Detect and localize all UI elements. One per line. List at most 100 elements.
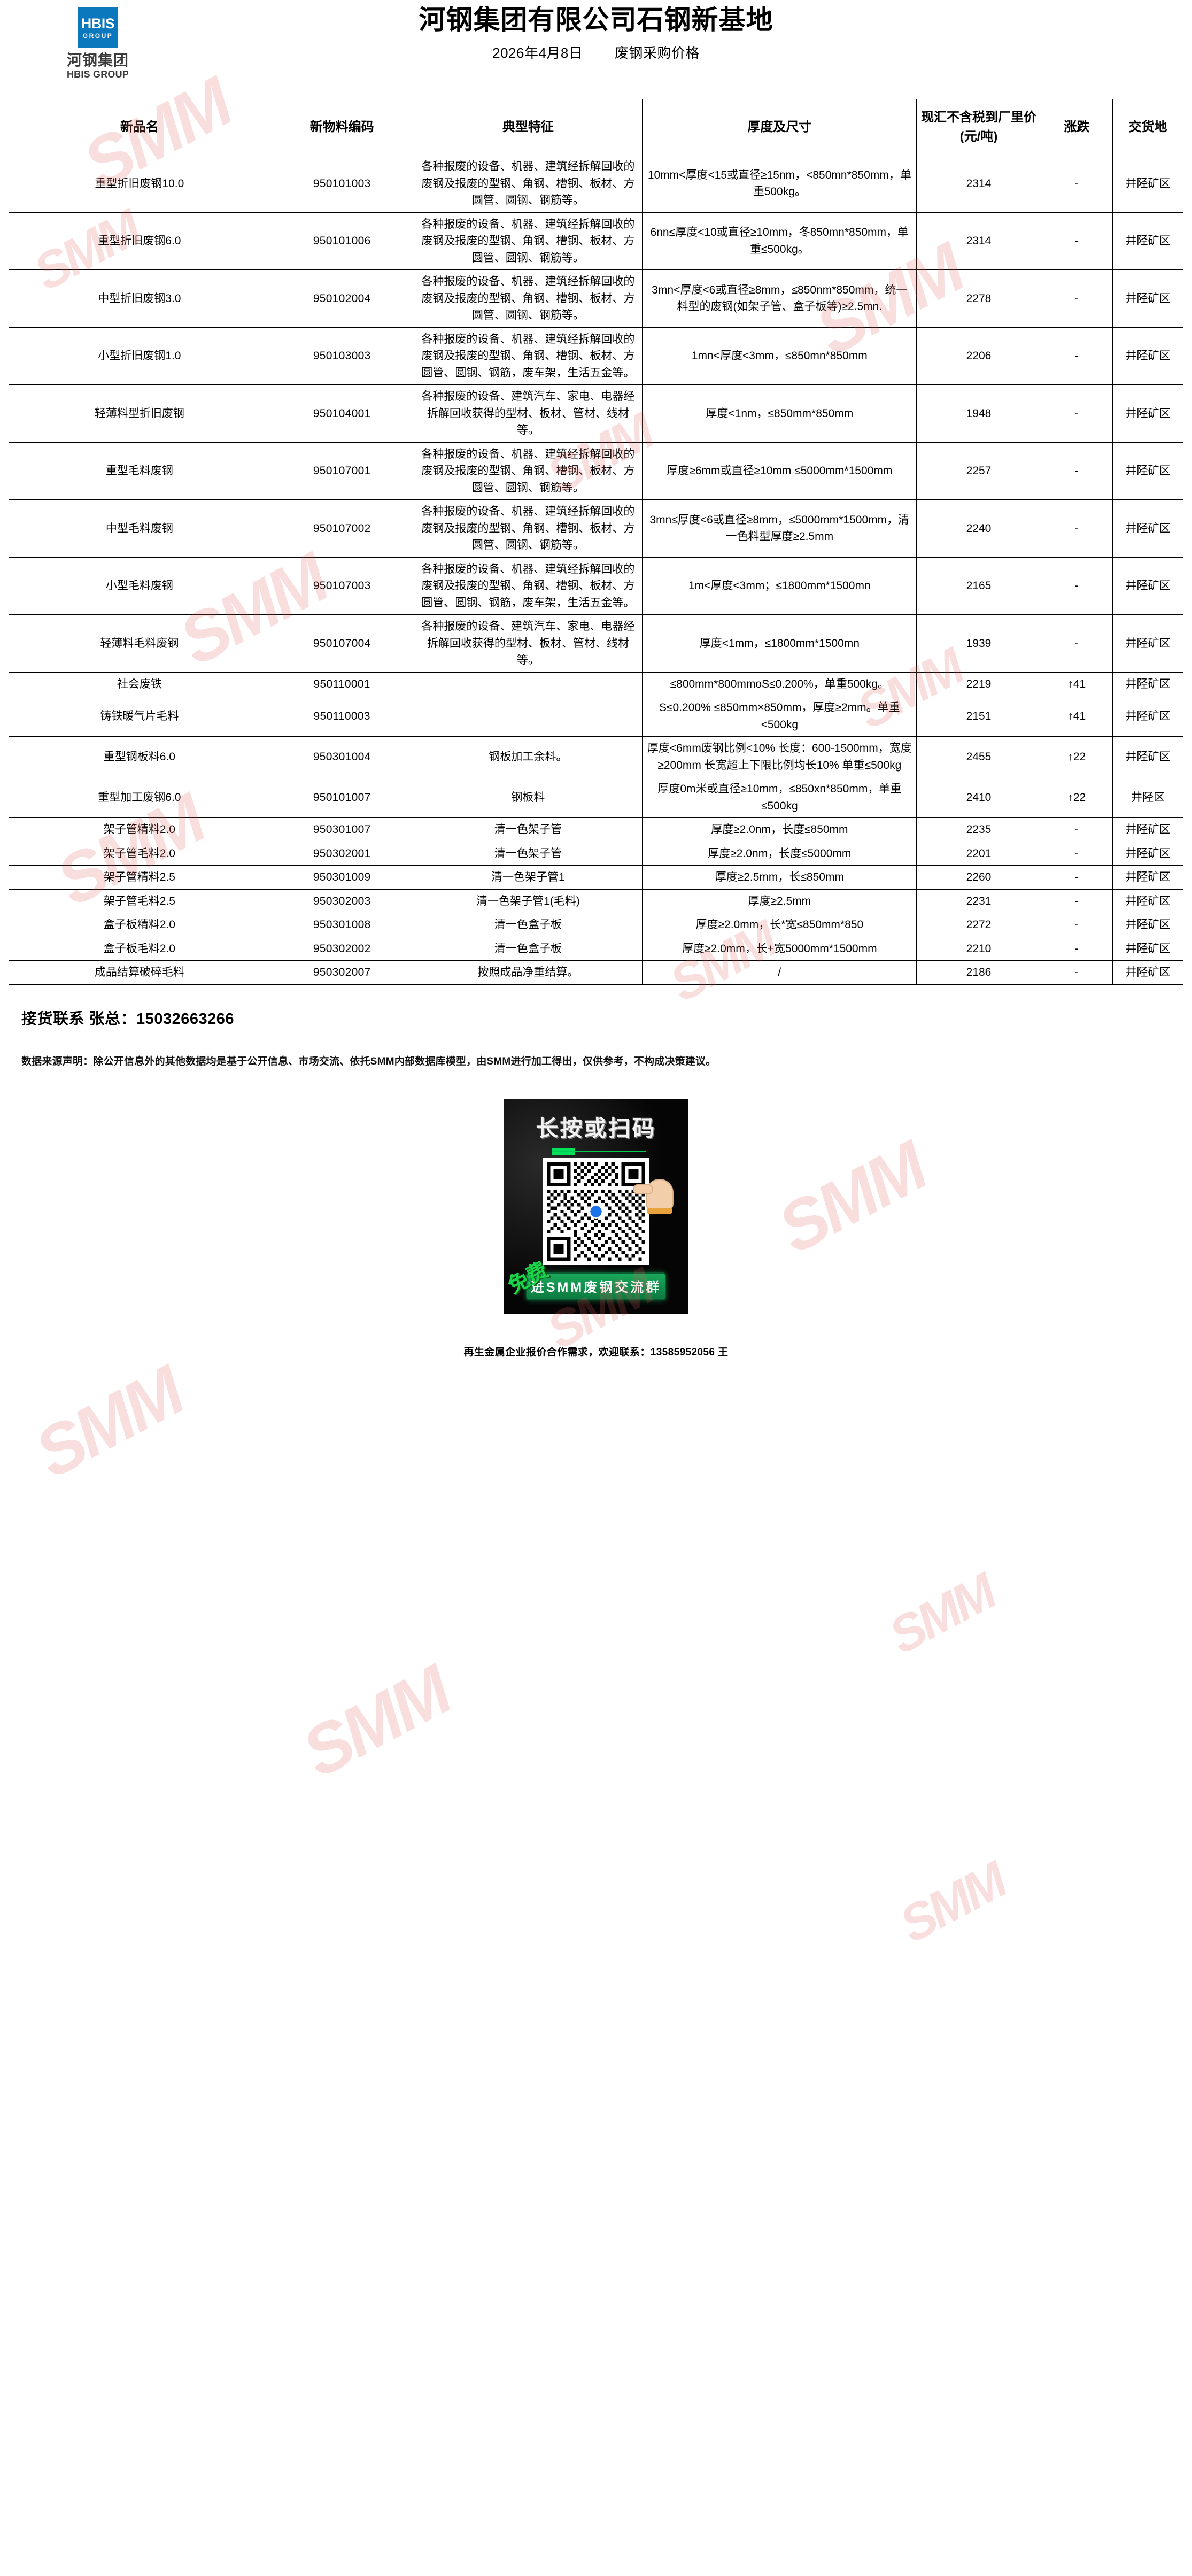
cell-change: - <box>1040 817 1113 842</box>
cell-price: 2231 <box>916 889 1041 913</box>
cell-change: ↑41 <box>1040 696 1113 737</box>
cell-feature: 清一色架子管1(毛料) <box>413 889 643 913</box>
cell-product-name: 小型毛料废钢 <box>9 557 270 615</box>
cell-material-code: 950302001 <box>269 841 414 866</box>
cell-change: ↑22 <box>1040 777 1113 818</box>
cell-feature: 各种报废的设备、建筑汽车、家电、电器经拆解回收获得的型材、板材、管材、线材等。 <box>413 614 643 673</box>
cell-change: - <box>1040 960 1113 985</box>
cell-location: 井陉矿区 <box>1112 614 1184 673</box>
qr-card[interactable]: 长按或扫码 <box>504 1098 688 1314</box>
price-table-wrap: 新品名 新物料编码 典型特征 厚度及尺寸 现汇不含税到厂里价(元/吨) 涨跌 交… <box>0 64 1192 1954</box>
cell-feature: 各种报废的设备、建筑汽车、家电、电器经拆解回收获得的型材、板材、管材、线材等。 <box>413 384 643 443</box>
table-row: 铸铁暖气片毛料 950110003 S≤0.200% ≤850mm×850mm，厚度… <box>9 696 1184 737</box>
cell-location: 井陉矿区 <box>1112 736 1184 777</box>
col-header-spec: 厚度及尺寸 <box>642 99 917 155</box>
cell-product-name: 重型加工废钢6.0 <box>9 777 270 818</box>
cell-price: 2206 <box>916 327 1041 385</box>
cell-material-code: 950101007 <box>269 777 414 818</box>
cell-spec: 厚度0m米或直径≥10mm，≤850xn*850mm，单重≤500kg <box>642 777 917 818</box>
cell-change: - <box>1040 212 1113 270</box>
watermark-smm-12: SMM <box>880 1563 1003 1665</box>
cell-material-code: 950302002 <box>269 936 414 961</box>
cell-spec: 1m<厚度<3mm；≤1800mm*1500mn <box>642 557 917 615</box>
table-row: 小型毛料废钢 950107003 各种报废的设备、机器、建筑经拆解回收的废钢及报废的… <box>9 557 1184 615</box>
qr-code-holder[interactable] <box>543 1158 649 1265</box>
table-row: 轻薄料毛料废钢 950107004 各种报废的设备、建筑汽车、家电、电器经拆解回收获… <box>9 614 1184 673</box>
price-table-body: 重型折旧废钢10.0 950101003 各种报废的设备、机器、建筑经拆解回收的废钢… <box>9 155 1184 985</box>
cell-spec: S≤0.200% ≤850mm×850mm，厚度≥2mm。单重<500kg <box>642 696 917 737</box>
cell-feature: 钢板加工余料。 <box>413 736 643 777</box>
cell-location: 井陉矿区 <box>1112 865 1184 890</box>
cell-spec: 6nn≤厚度<10或直径≥10mm，冬850mn*850mm，单重≤500kg。 <box>642 212 917 270</box>
cell-material-code: 950301009 <box>269 865 414 890</box>
cell-change: - <box>1040 384 1113 443</box>
cell-spec: 厚度≥2.0nm，长度≤5000mm <box>642 841 917 866</box>
cell-product-name: 盒子板毛料2.0 <box>9 936 270 961</box>
col-header-change: 涨跌 <box>1040 99 1113 155</box>
cell-feature: 各种报废的设备、机器、建筑经拆解回收的废钢及报废的型钢、角钢、槽钢、板材、方圆管… <box>413 327 643 385</box>
cell-price: 2186 <box>916 960 1041 985</box>
qr-code-icon[interactable] <box>547 1162 645 1261</box>
cell-feature: 清一色盒子板 <box>413 936 643 961</box>
cell-change: - <box>1040 269 1113 328</box>
cell-location: 井陉矿区 <box>1112 841 1184 866</box>
cell-product-name: 社会废铁 <box>9 672 270 696</box>
cell-spec: / <box>642 960 917 985</box>
cell-price: 2455 <box>916 736 1041 777</box>
cell-material-code: 950301007 <box>269 817 414 842</box>
cell-location: 井陉矿区 <box>1112 327 1184 385</box>
col-header-price: 现汇不含税到厂里价(元/吨) <box>916 99 1041 155</box>
cell-spec: 厚度≥6mm或直径≥10mm ≤5000mm*1500mm <box>642 442 917 500</box>
cell-material-code: 950102004 <box>269 269 414 328</box>
cell-price: 2210 <box>916 936 1041 961</box>
cell-feature: 清一色架子管 <box>413 841 643 866</box>
cell-price: 2314 <box>916 212 1041 270</box>
title-block: 河钢集团有限公司石钢新基地 2026年4月8日 废钢采购价格 <box>0 5 1192 62</box>
price-table-head: 新品名 新物料编码 典型特征 厚度及尺寸 现汇不含税到厂里价(元/吨) 涨跌 交… <box>9 99 1184 155</box>
cell-material-code: 950101003 <box>269 155 414 213</box>
cell-change: - <box>1040 865 1113 890</box>
cell-material-code: 950104001 <box>269 384 414 443</box>
cell-product-name: 盒子板精料2.0 <box>9 913 270 937</box>
cell-spec: 1mn<厚度<3mm，≤850mn*850mm <box>642 327 917 385</box>
cell-feature <box>413 672 643 696</box>
cell-feature: 清一色架子管 <box>413 817 643 842</box>
cell-feature: 各种报废的设备、机器、建筑经拆解回收的废钢及报废的型钢、角钢、槽钢、板材、方圆管… <box>413 442 643 500</box>
cell-price: 2219 <box>916 672 1041 696</box>
cell-spec: 厚度≥2.0mm，长+宽5000mm*1500mm <box>642 936 917 961</box>
table-row: 架子管毛料2.5 950302003 清一色架子管1(毛料) 厚度≥2.5mm 2231… <box>9 889 1184 913</box>
page-title: 河钢集团有限公司石钢新基地 <box>419 5 773 35</box>
col-header-code: 新物料编码 <box>269 99 414 155</box>
report-subject: 废钢采购价格 <box>614 45 700 61</box>
cell-location: 井陉矿区 <box>1112 936 1184 961</box>
cell-spec: ≤800mm*800mmoS≤0.200%，单重500kg。 <box>642 672 917 696</box>
table-row: 中型毛料废钢 950107002 各种报废的设备、机器、建筑经拆解回收的废钢及报废的… <box>9 499 1184 558</box>
cell-location: 井陉矿区 <box>1112 384 1184 443</box>
cell-spec: 厚度≥2.0mm，长*宽≤850mm*850 <box>642 913 917 937</box>
cell-location: 井陉矿区 <box>1112 672 1184 696</box>
cell-material-code: 950107001 <box>269 442 414 500</box>
cell-material-code: 950107003 <box>269 557 414 615</box>
cell-spec: 厚度<1nm，≤850mm*850mm <box>642 384 917 443</box>
hbis-logo: HBIS GROUP 河钢集团 HBIS GROUP <box>52 7 143 80</box>
cell-change: - <box>1040 499 1113 558</box>
cell-price: 1939 <box>916 614 1041 673</box>
cell-change: - <box>1040 327 1113 385</box>
cell-material-code: 950301008 <box>269 913 414 937</box>
bottom-contact-note: 再生金属企业报价合作需求，欢迎联系：13585952056 王 <box>463 1346 729 1358</box>
cell-feature: 各种报废的设备、机器、建筑经拆解回收的废钢及报废的型钢、角钢、槽钢、板材、方圆管… <box>413 155 643 213</box>
hbis-logo-mark-top: HBIS <box>81 16 115 32</box>
cell-material-code: 950110001 <box>269 672 414 696</box>
watermark-smm-11: SMM <box>22 1352 194 1493</box>
cell-product-name: 中型毛料废钢 <box>9 499 270 558</box>
cell-spec: 厚度<1mm，≤1800mm*1500mn <box>642 614 917 673</box>
cell-change: - <box>1040 913 1113 937</box>
cell-price: 2240 <box>916 499 1041 558</box>
cell-spec: 厚度≥2.0nm，长度≤850mm <box>642 817 917 842</box>
join-group-button[interactable]: 进SMM废钢交流群 <box>526 1272 666 1300</box>
cell-feature: 各种报废的设备、机器、建筑经拆解回收的废钢及报废的型钢、角钢、槽钢、板材、方圆管… <box>413 557 643 615</box>
cell-feature: 按照成品净重结算。 <box>413 960 643 985</box>
pointing-hand-icon <box>632 1178 674 1214</box>
table-row: 重型折旧废钢10.0 950101003 各种报废的设备、机器、建筑经拆解回收的废钢… <box>9 155 1184 213</box>
cell-feature: 清一色架子管1 <box>413 865 643 890</box>
